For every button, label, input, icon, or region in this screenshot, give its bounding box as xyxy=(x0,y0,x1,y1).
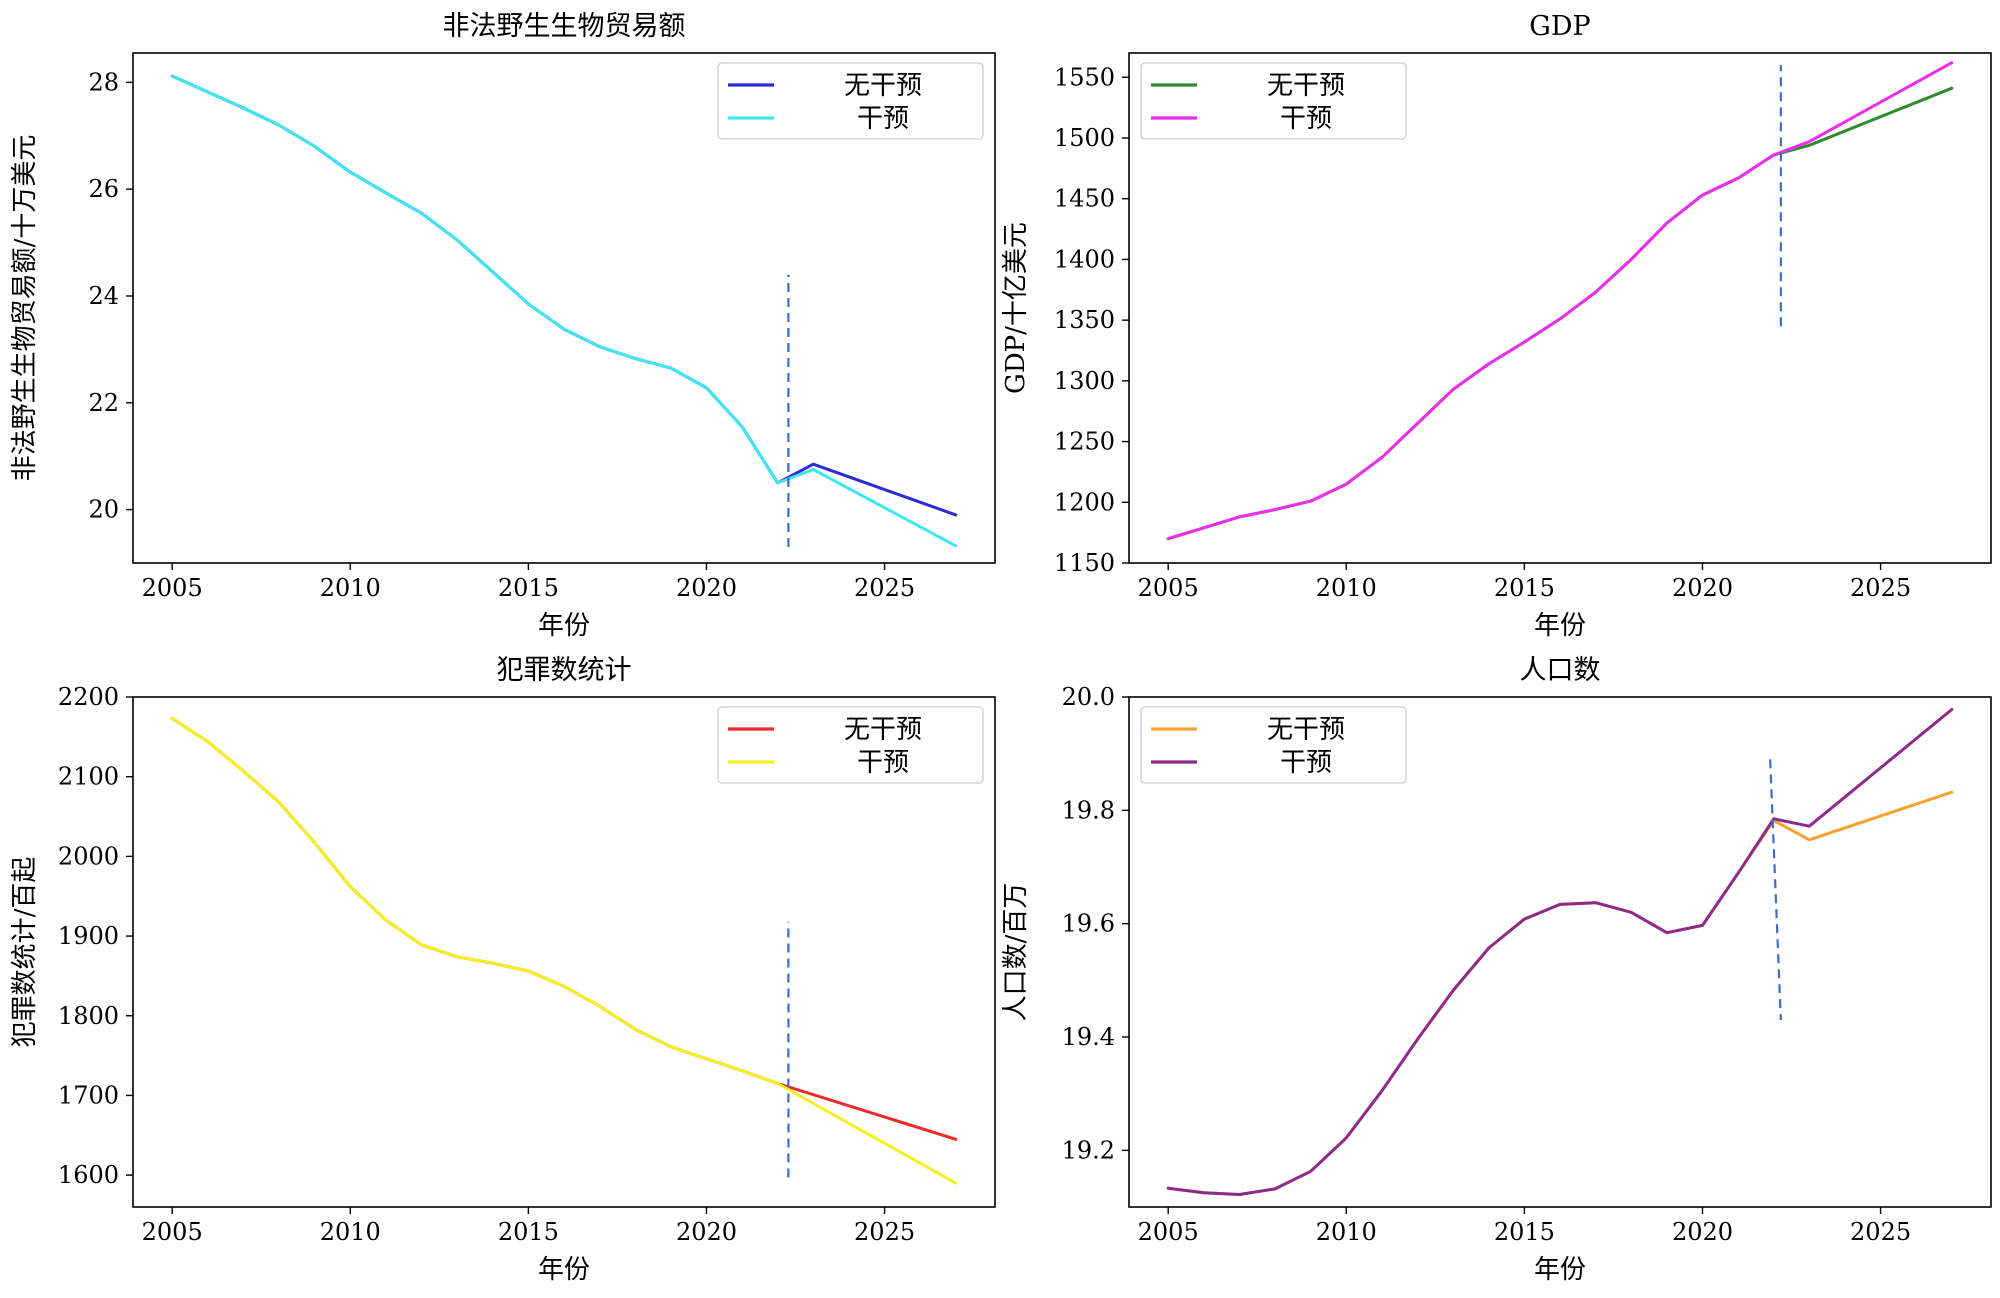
x-tick-label: 2005 xyxy=(142,574,203,602)
plot-frame xyxy=(1128,696,1992,1208)
y-tick-label: 1550 xyxy=(1054,63,1115,91)
y-tick-label: 1150 xyxy=(1054,549,1115,577)
legend-label-1: 无干预 xyxy=(1267,715,1345,745)
legend-label-1: 无干预 xyxy=(844,71,922,101)
legend-box xyxy=(1140,706,1407,784)
x-axis-label: 年份 xyxy=(538,611,590,641)
chart-panel-1: 非法野生生物贸易额 2005 2010 2015 2020 2025 20 22 24 26 28 年… xyxy=(10,11,996,641)
y-tick-label: 20.0 xyxy=(1062,683,1115,711)
legend-box xyxy=(717,706,984,784)
y-axis-label: 犯罪数统计/百起 xyxy=(10,857,40,1048)
chart-panel-2: GDP 2005 2010 2015 2020 2025 1150 1200 1250 1300 1… xyxy=(1001,11,1992,641)
y-tick-label: 19.2 xyxy=(1062,1136,1115,1164)
series-line-2 xyxy=(170,717,958,1185)
x-tick-label: 2005 xyxy=(1138,1218,1199,1246)
chart-title: GDP xyxy=(1529,11,1590,42)
legend-label-1: 无干预 xyxy=(1267,71,1345,101)
x-tick-label: 2025 xyxy=(1850,574,1911,602)
y-tick-label: 1700 xyxy=(58,1081,119,1109)
y-tick-label: 1400 xyxy=(1054,245,1115,273)
x-tick-label: 2010 xyxy=(1316,574,1377,602)
y-tick-label: 1600 xyxy=(58,1161,119,1189)
chart-panel-3: 犯罪数统计 2005 2010 2015 2020 2025 1600 1700 1800 190… xyxy=(10,655,996,1285)
plot-frame xyxy=(1128,52,1992,564)
x-axis-label: 年份 xyxy=(1534,1255,1586,1285)
legend-box xyxy=(717,62,984,140)
y-axis-label: 人口数/百万 xyxy=(1001,883,1031,1022)
series-line-2 xyxy=(1166,61,1954,541)
y-tick-label: 1350 xyxy=(1054,306,1115,334)
y-axis-label: GDP/十亿美元 xyxy=(1001,222,1031,394)
x-tick-label: 2025 xyxy=(1850,1218,1911,1246)
intervention-marker xyxy=(1769,759,1782,1021)
x-tick-label: 2005 xyxy=(142,1218,203,1246)
x-tick-label: 2010 xyxy=(320,1218,381,1246)
series-line-1 xyxy=(170,74,958,517)
series-line-2 xyxy=(1166,708,1954,1196)
x-tick-label: 2020 xyxy=(676,574,737,602)
y-tick-label: 19.4 xyxy=(1062,1023,1115,1051)
y-tick-label: 1200 xyxy=(1054,488,1115,516)
x-tick-label: 2015 xyxy=(498,1218,559,1246)
y-tick-label: 19.8 xyxy=(1062,796,1115,824)
y-tick-label: 1250 xyxy=(1054,428,1115,456)
legend-box xyxy=(1140,62,1407,140)
x-tick-label: 2025 xyxy=(854,574,915,602)
x-tick-label: 2015 xyxy=(498,574,559,602)
y-tick-label: 1450 xyxy=(1054,185,1115,213)
chart-title: 犯罪数统计 xyxy=(497,655,632,686)
x-tick-label: 2020 xyxy=(1672,574,1733,602)
y-tick-label: 1900 xyxy=(58,922,119,950)
x-tick-label: 2015 xyxy=(1494,574,1555,602)
x-tick-label: 2010 xyxy=(320,574,381,602)
y-tick-label: 19.6 xyxy=(1062,910,1115,938)
plot-frame xyxy=(132,52,996,564)
y-tick-label: 1800 xyxy=(58,1002,119,1030)
y-tick-label: 2000 xyxy=(58,842,119,870)
plot-frame xyxy=(132,696,996,1208)
legend-label-1: 无干预 xyxy=(844,715,922,745)
y-tick-label: 26 xyxy=(88,175,119,203)
series-line-1 xyxy=(1166,86,1954,541)
chart-title: 人口数 xyxy=(1520,655,1601,686)
x-tick-label: 2020 xyxy=(1672,1218,1733,1246)
legend-label-2: 干预 xyxy=(1280,104,1332,134)
legend-label-2: 干预 xyxy=(857,748,909,778)
y-tick-label: 24 xyxy=(88,282,119,310)
y-tick-label: 22 xyxy=(88,389,119,417)
x-tick-label: 2010 xyxy=(1316,1218,1377,1246)
series-line-2 xyxy=(170,74,958,548)
legend-label-2: 干预 xyxy=(1280,748,1332,778)
y-tick-label: 28 xyxy=(88,68,119,96)
chart-title: 非法野生生物贸易额 xyxy=(443,11,686,42)
x-tick-label: 2015 xyxy=(1494,1218,1555,1246)
x-tick-label: 2025 xyxy=(854,1218,915,1246)
y-tick-label: 2100 xyxy=(58,763,119,791)
legend-label-2: 干预 xyxy=(857,104,909,134)
y-axis-label: 非法野生生物贸易额/十万美元 xyxy=(10,135,40,482)
y-tick-label: 1500 xyxy=(1054,124,1115,152)
x-tick-label: 2005 xyxy=(1138,574,1199,602)
x-axis-label: 年份 xyxy=(1534,611,1586,641)
y-tick-label: 2200 xyxy=(58,683,119,711)
y-tick-label: 20 xyxy=(88,496,119,524)
x-axis-label: 年份 xyxy=(538,1255,590,1285)
x-tick-label: 2020 xyxy=(676,1218,737,1246)
y-tick-label: 1300 xyxy=(1054,367,1115,395)
chart-panel-4: 人口数 2005 2010 2015 2020 2025 19.2 19.4 19.6 19.8 2… xyxy=(1001,655,1992,1285)
series-line-1 xyxy=(1166,790,1954,1196)
